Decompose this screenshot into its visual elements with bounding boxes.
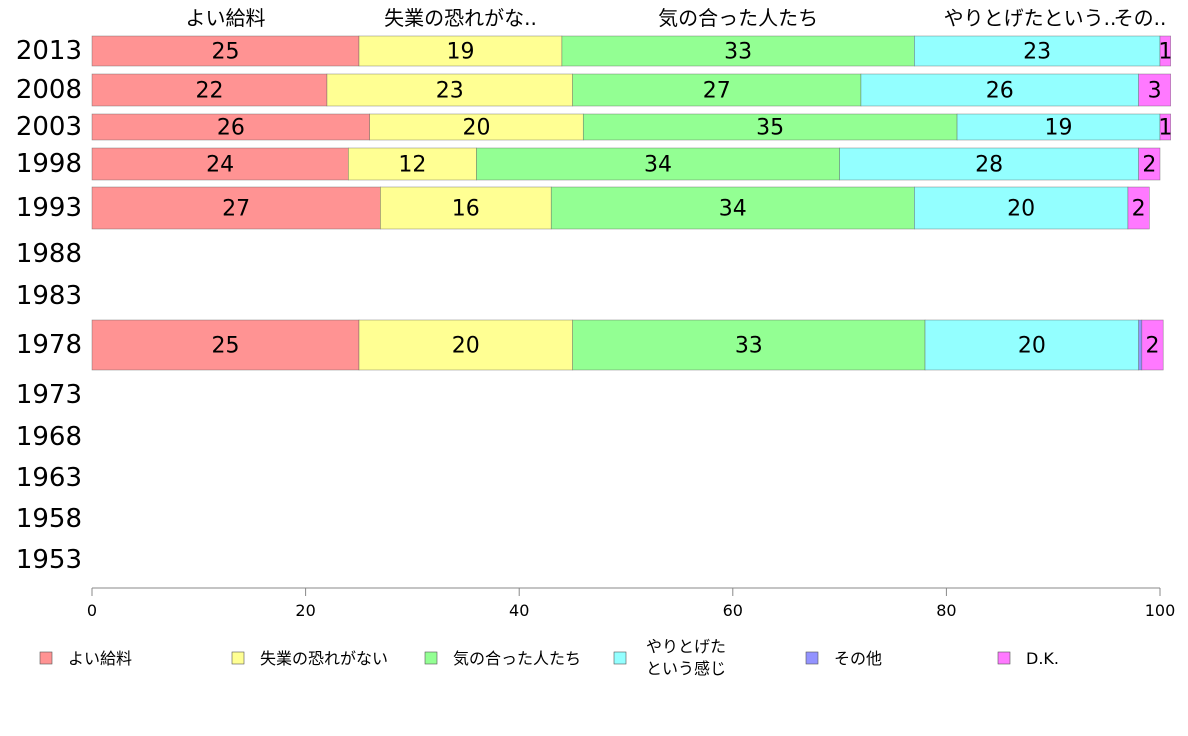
year-label-1983: 1983 (16, 281, 82, 311)
data-label-2008-series-3: 26 (986, 79, 1014, 104)
bar-2008-series-1 (326, 73, 573, 107)
bar-1993-series-2 (550, 186, 915, 230)
x-tick-label-20: 20 (295, 601, 315, 620)
year-label-1953: 1953 (16, 545, 82, 575)
data-label-2013-series-0: 25 (212, 40, 240, 65)
bar-1998-series-3 (839, 147, 1139, 181)
bar-1993-series-1 (380, 186, 552, 230)
bar-2013-series-1 (358, 35, 563, 67)
data-label-1998-series-1: 12 (398, 153, 426, 178)
legend-label-1: 失業の恐れがない (260, 649, 388, 668)
bar-1978-series-3 (924, 319, 1139, 371)
data-label-2003-series-3: 19 (1045, 116, 1073, 141)
data-label-1978-series-1: 20 (452, 334, 480, 359)
year-label-1963: 1963 (16, 463, 82, 493)
x-tick-label-100: 100 (1145, 601, 1176, 620)
legend-swatch-4 (805, 651, 819, 665)
data-label-2003-series-2: 35 (756, 116, 784, 141)
data-label-1998-series-0: 24 (206, 153, 234, 178)
bar-2003-series-5 (1159, 113, 1171, 141)
bar-1978-series-1 (358, 319, 573, 371)
top-label-1: 失業の恐れがな.. (384, 6, 537, 30)
data-label-1978-series-2: 33 (735, 334, 763, 359)
top-label-4: その.. (1114, 6, 1167, 30)
year-label-1973: 1973 (16, 380, 82, 410)
year-label-2008: 2008 (16, 75, 82, 105)
data-label-2008-series-1: 23 (436, 79, 464, 104)
bar-2003-series-1 (369, 113, 584, 141)
legend-label-3-line-0: やりとげた (646, 637, 726, 656)
data-label-2013-series-1: 19 (446, 40, 474, 65)
legend-swatch-2 (424, 651, 438, 665)
x-tick-label-0: 0 (87, 601, 97, 620)
legend-label-5: D.K. (1026, 649, 1059, 668)
bar-1978-series-0 (91, 319, 360, 371)
legend-label-0: よい給料 (68, 649, 132, 668)
bar-2013-series-0 (91, 35, 360, 67)
bar-1998-series-1 (348, 147, 477, 181)
legend-swatch-3 (613, 651, 627, 665)
bar-2008-series-2 (572, 73, 862, 107)
bar-1993-series-5 (1127, 186, 1150, 230)
top-label-0: よい給料 (186, 6, 266, 30)
bar-1998-series-5 (1138, 147, 1161, 181)
data-label-1998-series-3: 28 (975, 153, 1003, 178)
data-label-1993-series-0: 27 (222, 197, 250, 222)
data-label-1978-series-0: 25 (212, 334, 240, 359)
year-label-1988: 1988 (16, 239, 82, 269)
data-label-1978-series-5: 2 (1146, 334, 1160, 359)
bar-2003-series-0 (91, 113, 370, 141)
year-label-2003: 2003 (16, 112, 82, 142)
legend-swatch-0 (39, 651, 53, 665)
data-label-1998-series-2: 34 (644, 153, 672, 178)
data-label-1993-series-1: 16 (452, 197, 480, 222)
year-label-1958: 1958 (16, 504, 82, 534)
data-label-1993-series-5: 2 (1132, 197, 1146, 222)
legend-swatch-5 (997, 651, 1011, 665)
data-label-1978-series-3: 20 (1018, 334, 1046, 359)
bar-1998-series-0 (91, 147, 349, 181)
year-label-1993: 1993 (16, 193, 82, 223)
bar-1978-series-2 (572, 319, 926, 371)
legend-label-4: その他 (834, 649, 882, 668)
data-label-2003-series-0: 26 (217, 116, 245, 141)
bar-1993-series-3 (914, 186, 1129, 230)
legend-label-2: 気の合った人たち (453, 649, 581, 668)
bar-2013-series-5 (1159, 35, 1171, 67)
year-label-2013: 2013 (16, 36, 82, 66)
data-label-1998-series-5: 2 (1142, 153, 1156, 178)
data-label-2008-series-2: 27 (703, 79, 731, 104)
bar-2003-series-2 (582, 113, 958, 141)
data-label-2013-series-2: 33 (724, 40, 752, 65)
bar-2008-series-3 (860, 73, 1139, 107)
bar-1998-series-2 (476, 147, 840, 181)
bar-2013-series-2 (561, 35, 915, 67)
bar-1978-series-5 (1141, 319, 1164, 371)
data-label-1993-series-3: 20 (1007, 197, 1035, 222)
x-tick-label-40: 40 (509, 601, 529, 620)
legend-label-3-line-1: という感じ (646, 659, 726, 678)
bar-2003-series-3 (956, 113, 1161, 141)
data-label-2003-series-1: 20 (462, 116, 490, 141)
top-label-2: 気の合った人たち (658, 6, 818, 30)
year-label-1968: 1968 (16, 422, 82, 452)
x-tick-label-80: 80 (936, 601, 956, 620)
data-label-2013-series-5: 1 (1158, 40, 1172, 65)
data-label-2008-series-0: 22 (195, 79, 223, 104)
data-label-2013-series-3: 23 (1023, 40, 1051, 65)
year-label-1998: 1998 (16, 149, 82, 179)
bar-2013-series-3 (914, 35, 1161, 67)
data-label-2003-series-5: 1 (1158, 116, 1172, 141)
legend-swatch-1 (231, 651, 245, 665)
data-label-2008-series-5: 3 (1148, 79, 1162, 104)
top-label-3: やりとげたという.. (944, 6, 1117, 30)
bar-1978-series-4 (1138, 319, 1143, 371)
x-tick-label-60: 60 (723, 601, 743, 620)
year-label-1978: 1978 (16, 330, 82, 360)
bar-2008-series-0 (91, 73, 328, 107)
data-label-1993-series-2: 34 (719, 197, 747, 222)
bar-2008-series-5 (1138, 73, 1171, 107)
